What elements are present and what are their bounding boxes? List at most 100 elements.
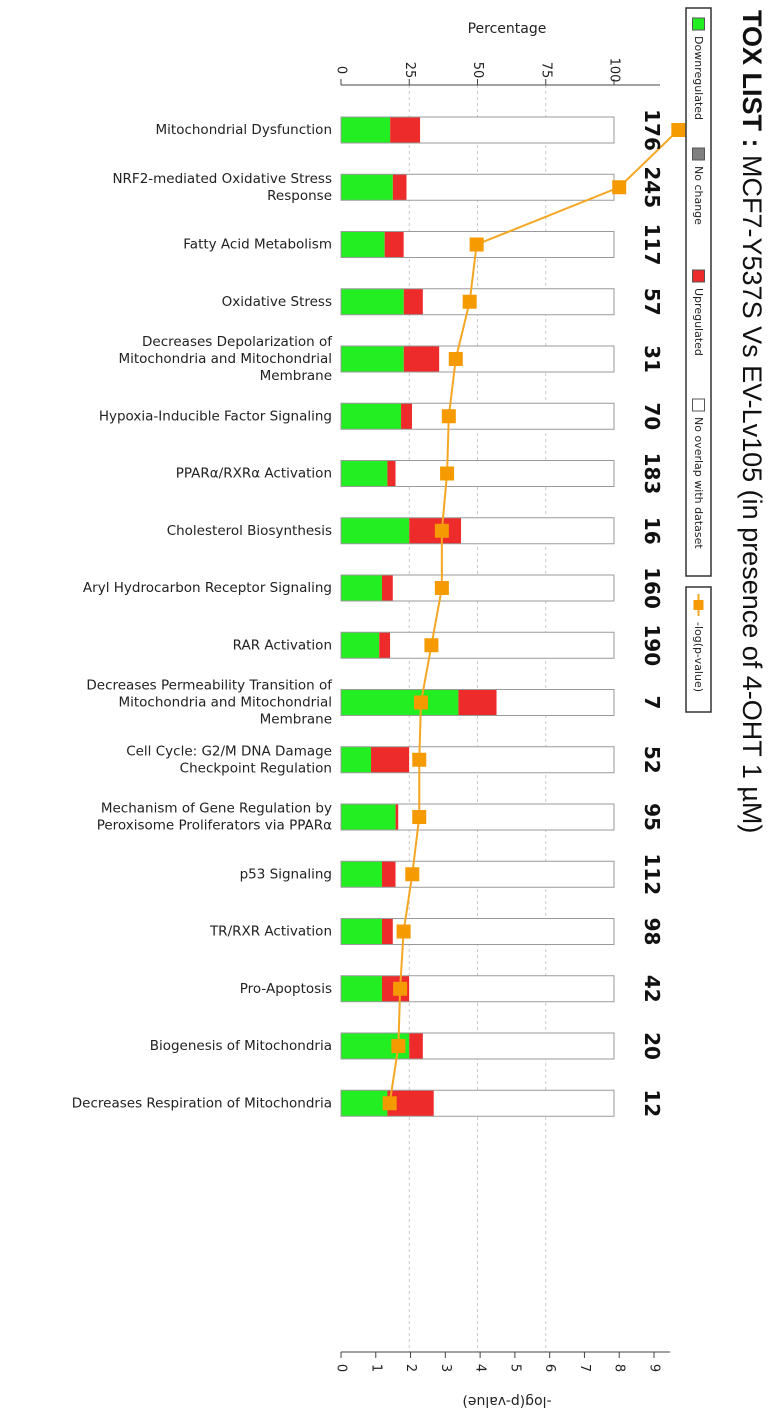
legend-label: No change	[692, 166, 705, 225]
bar-outline	[340, 574, 615, 602]
bar-upregulated	[387, 460, 396, 487]
bar-no-overlap	[409, 746, 614, 773]
legend-swatch-no-overlap	[692, 398, 705, 412]
category-label: Oxidative Stress	[222, 294, 332, 310]
bar-downregulated	[341, 460, 388, 487]
pvalue-tick-label: 4	[473, 1364, 488, 1372]
bar-outline	[340, 975, 615, 1003]
bar-no-overlap	[395, 861, 614, 888]
bar-upregulated	[392, 174, 407, 201]
pvalue-marker	[412, 810, 427, 824]
category-label: PPARα/RXRα Activation	[176, 466, 332, 482]
pvalue-marker	[434, 523, 449, 538]
bar-no-overlap	[395, 460, 614, 487]
legend-layer: Downregulated No change Upregulated No over…	[685, 7, 712, 713]
total-count-label: 31	[640, 345, 664, 373]
percent-tick-label: 100	[607, 58, 622, 83]
bar-downregulated	[341, 1090, 388, 1117]
pvalue-marker	[393, 981, 408, 996]
bar-no-overlap	[496, 689, 614, 716]
pvalue-tick-label: 7	[577, 1364, 592, 1372]
bar-no-overlap	[398, 804, 614, 830]
pvalue-marker	[671, 123, 686, 137]
bar-downregulated	[341, 174, 393, 201]
total-count-label: 190	[640, 624, 664, 666]
grid-layer	[408, 85, 547, 1352]
pvalue-line	[388, 129, 680, 1104]
bar-upregulated	[395, 804, 399, 830]
pvalue-marker	[462, 294, 477, 309]
pvalue-marker	[391, 1039, 406, 1053]
total-count-label: 20	[640, 1032, 664, 1060]
bar-downregulated	[341, 117, 391, 143]
pvalue-marker	[434, 581, 449, 595]
bar-outline	[340, 517, 615, 545]
bar-downregulated	[341, 918, 382, 945]
pvalue-tick-label: 9	[647, 1364, 662, 1372]
category-labels-layer: 176 Mitochondrial Dysfunction 245 NRF2-medi…	[72, 109, 664, 1117]
category-label: p53 Signaling	[240, 866, 332, 882]
bar-no-overlap	[422, 1033, 614, 1059]
legend-swatch-downregulated	[692, 17, 705, 31]
bar-no-overlap	[403, 231, 614, 258]
bar-outline	[340, 288, 615, 316]
bar-upregulated	[403, 288, 423, 315]
bar-upregulated	[371, 746, 410, 773]
category-label: Fatty Acid Metabolism	[183, 237, 332, 253]
pvalue-marker	[612, 180, 627, 195]
bar-downregulated	[341, 517, 410, 544]
legend-swatch-upregulated	[692, 269, 705, 283]
bar-upregulated	[381, 918, 393, 945]
bar-downregulated	[341, 403, 402, 430]
category-label: Decreases Respiration of Mitochondria	[72, 1095, 332, 1111]
legend-marker-sample	[693, 600, 704, 610]
category-label: Aryl Hydrocarbon Receptor Signaling	[83, 580, 332, 596]
pvalue-marker	[424, 638, 439, 653]
bar-downregulated	[341, 975, 382, 1002]
bar-upregulated	[384, 231, 404, 258]
total-count-label: 57	[640, 288, 664, 316]
chart-title-separator: :	[737, 131, 767, 155]
bar-downregulated	[341, 231, 385, 258]
pvalue-marker	[448, 352, 463, 366]
bar-no-overlap	[439, 346, 614, 372]
pvalue-marker	[441, 409, 456, 424]
pvalue-marker	[440, 466, 455, 481]
bar-outline	[340, 803, 615, 831]
bar-downregulated	[341, 632, 380, 659]
pvalue-tick-label: 2	[403, 1364, 418, 1372]
pvalue-tick-label: 1	[368, 1364, 383, 1372]
legend-swatch-no-change	[692, 147, 705, 161]
category-label: TR/RXR Activation	[209, 924, 332, 940]
category-label: Mechanism of Gene Regulation by	[101, 801, 332, 817]
total-count-label: 245	[640, 166, 664, 208]
total-count-label: 117	[640, 224, 664, 266]
bar-downregulated	[341, 575, 382, 601]
bar-no-overlap	[409, 975, 614, 1002]
bar-no-overlap	[420, 117, 614, 143]
bar-upregulated	[381, 861, 396, 888]
bar-outline	[340, 345, 615, 373]
bar-downregulated	[341, 288, 404, 315]
bars-layer	[340, 116, 615, 1117]
category-label: Membrane	[260, 712, 332, 728]
bar-no-overlap	[406, 174, 614, 201]
percent-tick-label: 50	[470, 62, 485, 79]
category-label: Checkpoint Regulation	[180, 760, 332, 776]
percent-axis-label: Percentage	[468, 21, 547, 37]
total-count-label: 7	[640, 696, 664, 710]
bar-no-overlap	[433, 1090, 614, 1117]
bar-outline	[340, 746, 615, 774]
pvalue-axis-label: -log(p-value)	[462, 1393, 551, 1409]
bar-outline	[340, 402, 615, 430]
category-label: Peroxisome Proliferators via PPARα	[97, 818, 332, 834]
pvalue-marker	[405, 867, 420, 882]
bar-outline	[340, 1089, 615, 1117]
bar-upregulated	[379, 632, 391, 659]
category-label: Pro-Apoptosis	[240, 981, 332, 997]
bar-outline	[340, 860, 615, 888]
legend-line-label: -log(p-value)	[692, 622, 705, 692]
bar-upregulated	[381, 575, 393, 601]
category-label: Decreases Depolarization of	[142, 334, 333, 350]
bar-upregulated	[390, 117, 421, 143]
